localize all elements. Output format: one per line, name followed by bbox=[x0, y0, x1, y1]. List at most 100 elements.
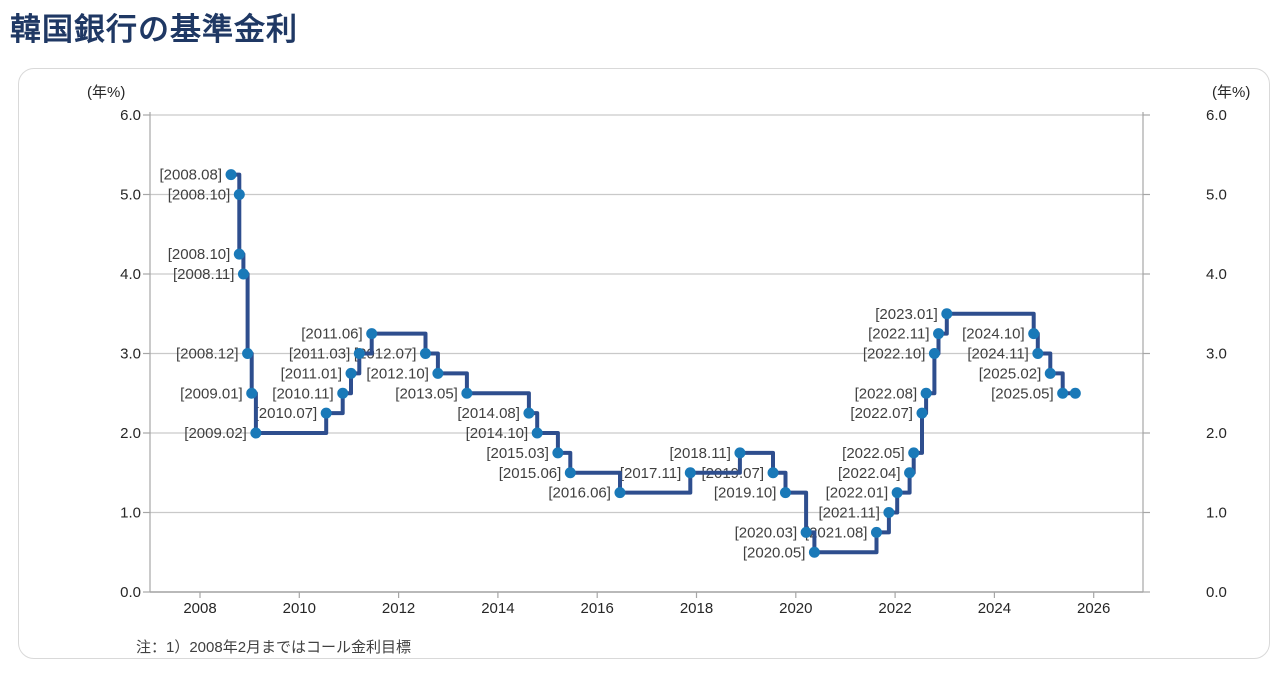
svg-text:[2008.12]: [2008.12] bbox=[176, 346, 239, 363]
svg-text:[2024.11]: [2024.11] bbox=[967, 346, 1028, 363]
svg-text:(年%): (年%) bbox=[87, 84, 125, 101]
svg-text:[2015.03]: [2015.03] bbox=[486, 445, 549, 462]
data-point-marker bbox=[891, 487, 903, 499]
svg-text:[2008.11]: [2008.11] bbox=[173, 266, 234, 283]
svg-text:[2011.06]: [2011.06] bbox=[301, 326, 362, 343]
data-point-marker bbox=[419, 348, 431, 359]
data-point-marker bbox=[928, 348, 940, 359]
data-point-marker bbox=[779, 487, 791, 499]
svg-text:[2023.01]: [2023.01] bbox=[875, 306, 938, 323]
data-point-marker bbox=[920, 387, 932, 399]
svg-text:[2025.05]: [2025.05] bbox=[991, 385, 1054, 402]
data-point-marker bbox=[1044, 367, 1056, 379]
data-point-marker bbox=[250, 427, 262, 439]
data-point-marker bbox=[366, 328, 378, 340]
data-point-marker bbox=[1032, 348, 1044, 359]
data-point-marker bbox=[904, 467, 916, 479]
data-point-marker bbox=[941, 308, 953, 320]
svg-text:[2022.04]: [2022.04] bbox=[838, 465, 901, 482]
svg-text:4.0: 4.0 bbox=[120, 266, 141, 283]
svg-text:[2015.06]: [2015.06] bbox=[499, 465, 562, 482]
data-point-marker bbox=[614, 487, 626, 499]
svg-text:2.0: 2.0 bbox=[1206, 425, 1227, 442]
svg-text:[2017.11]: [2017.11] bbox=[620, 465, 681, 482]
data-point-marker bbox=[552, 447, 564, 459]
data-point-marker bbox=[808, 546, 820, 558]
svg-text:[2009.02]: [2009.02] bbox=[184, 425, 247, 442]
svg-text:[2018.11]: [2018.11] bbox=[669, 445, 730, 462]
data-point-marker bbox=[337, 387, 349, 399]
svg-text:4.0: 4.0 bbox=[1206, 266, 1227, 283]
data-point-markers bbox=[225, 169, 1081, 558]
data-point-marker bbox=[531, 427, 543, 439]
data-point-marker bbox=[564, 467, 576, 479]
data-point-marker bbox=[908, 447, 920, 459]
data-point-marker bbox=[233, 248, 245, 260]
svg-text:1.0: 1.0 bbox=[1206, 505, 1227, 522]
data-point-marker bbox=[242, 348, 254, 359]
svg-text:[2012.10]: [2012.10] bbox=[366, 365, 429, 382]
svg-text:[2016.06]: [2016.06] bbox=[548, 485, 611, 502]
svg-text:2022: 2022 bbox=[878, 600, 911, 617]
svg-text:2020: 2020 bbox=[779, 600, 812, 617]
data-point-marker bbox=[916, 407, 928, 419]
svg-text:[2022.10]: [2022.10] bbox=[863, 346, 926, 363]
svg-text:[2022.01]: [2022.01] bbox=[826, 485, 889, 502]
chart-panel bbox=[18, 68, 1270, 659]
svg-text:[2025.02]: [2025.02] bbox=[979, 365, 1042, 382]
data-point-marker bbox=[237, 268, 249, 280]
svg-text:2018: 2018 bbox=[680, 600, 713, 617]
svg-text:[2008.10]: [2008.10] bbox=[168, 187, 231, 204]
data-point-marker bbox=[233, 189, 245, 200]
svg-text:[2011.03]: [2011.03] bbox=[289, 346, 350, 363]
svg-text:3.0: 3.0 bbox=[1206, 346, 1227, 363]
data-point-marker bbox=[883, 507, 895, 518]
svg-text:[2014.10]: [2014.10] bbox=[466, 425, 529, 442]
svg-text:[2020.05]: [2020.05] bbox=[743, 544, 806, 561]
svg-text:2008: 2008 bbox=[183, 600, 216, 617]
svg-text:6.0: 6.0 bbox=[1206, 107, 1227, 124]
svg-text:[2021.11]: [2021.11] bbox=[818, 505, 879, 522]
svg-text:[2024.10]: [2024.10] bbox=[962, 326, 1025, 343]
svg-text:[2011.01]: [2011.01] bbox=[281, 365, 342, 382]
svg-text:2016: 2016 bbox=[581, 600, 614, 617]
data-point-marker bbox=[225, 169, 237, 181]
svg-text:[2009.01]: [2009.01] bbox=[180, 385, 243, 402]
svg-text:2024: 2024 bbox=[978, 600, 1011, 617]
svg-text:2010: 2010 bbox=[283, 600, 316, 617]
svg-text:[2022.07]: [2022.07] bbox=[850, 405, 913, 422]
svg-text:2.0: 2.0 bbox=[120, 425, 141, 442]
data-point-marker bbox=[461, 387, 473, 399]
svg-text:(年%): (年%) bbox=[1212, 84, 1250, 101]
data-point-marker bbox=[345, 367, 357, 379]
svg-text:[2008.08]: [2008.08] bbox=[159, 167, 222, 184]
data-point-marker bbox=[800, 526, 812, 538]
data-point-marker bbox=[933, 328, 945, 340]
svg-text:[2021.08]: [2021.08] bbox=[805, 524, 868, 541]
svg-text:[2019.10]: [2019.10] bbox=[714, 485, 777, 502]
svg-text:3.0: 3.0 bbox=[120, 346, 141, 363]
svg-text:0.0: 0.0 bbox=[1206, 584, 1227, 601]
data-point-marker bbox=[734, 447, 746, 459]
chart-footnote: 注：1）2008年2月まではコール金利目標 bbox=[136, 639, 412, 656]
data-point-marker bbox=[684, 467, 696, 479]
svg-text:[2010.11]: [2010.11] bbox=[272, 385, 333, 402]
svg-text:[2013.05]: [2013.05] bbox=[395, 385, 458, 402]
svg-text:[2020.03]: [2020.03] bbox=[735, 524, 798, 541]
svg-text:6.0: 6.0 bbox=[120, 107, 141, 124]
data-point-marker bbox=[523, 407, 535, 419]
svg-text:2014: 2014 bbox=[481, 600, 514, 617]
svg-text:[2022.05]: [2022.05] bbox=[842, 445, 905, 462]
data-point-marker bbox=[870, 526, 882, 538]
page-title: 韓国銀行の基準金利 bbox=[10, 12, 298, 47]
data-point-marker bbox=[1028, 328, 1040, 340]
svg-text:[2012.07]: [2012.07] bbox=[354, 346, 417, 363]
data-point-marker bbox=[320, 407, 332, 419]
base-rate-step-line bbox=[231, 172, 1076, 555]
data-point-marker bbox=[353, 348, 365, 359]
svg-text:5.0: 5.0 bbox=[1206, 187, 1227, 204]
svg-text:[2008.10]: [2008.10] bbox=[168, 246, 231, 263]
svg-text:[2014.08]: [2014.08] bbox=[457, 405, 520, 422]
svg-text:[2022.08]: [2022.08] bbox=[855, 385, 918, 402]
